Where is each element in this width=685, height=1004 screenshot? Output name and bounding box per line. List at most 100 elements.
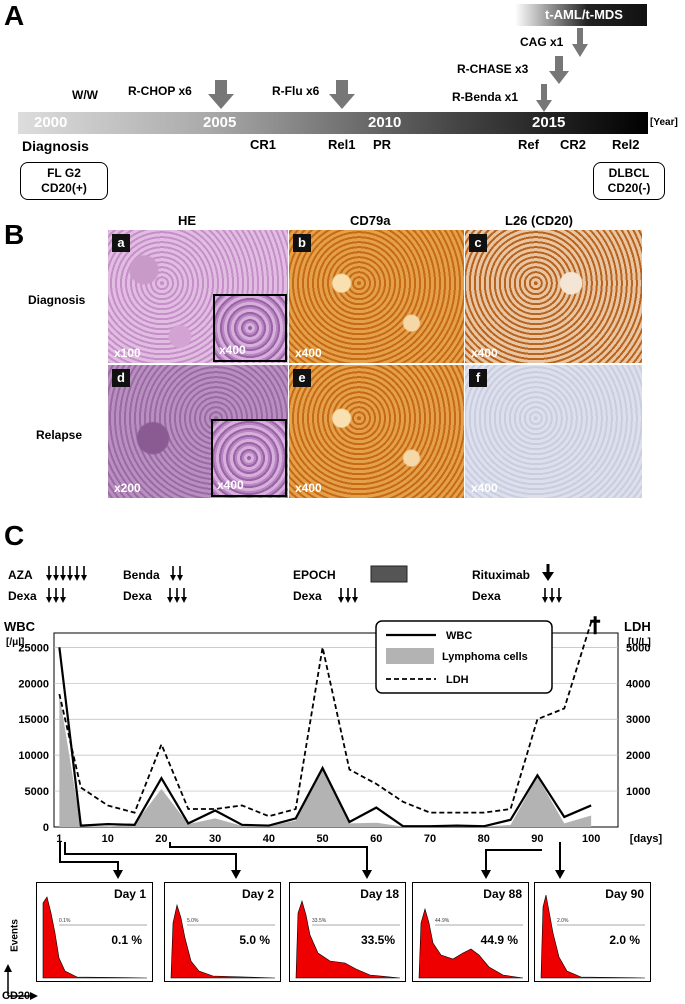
event-cr2: CR2: [560, 137, 587, 152]
x-tick-label: 10: [102, 833, 114, 845]
ww-label: W/W: [72, 88, 98, 102]
y-right-axis-unit: [U/L]: [628, 637, 651, 648]
legend-lymphoma-swatch: [386, 648, 434, 664]
flow-gate-label: 0.1%: [59, 918, 71, 924]
row-relapse: Relapse: [36, 428, 83, 442]
flow-histogram: [418, 907, 524, 979]
col-he: HE: [178, 213, 197, 228]
dexa-arrows-4: [541, 587, 563, 604]
micrograph-letter: a: [112, 234, 130, 252]
micrograph-letter: c: [469, 234, 487, 252]
panel-c-letter: C: [4, 520, 25, 551]
dexa-arrows-2: [166, 587, 188, 604]
flow-histogram: [42, 896, 148, 979]
flow-percent: 33.5%: [360, 933, 395, 947]
epoch-block: [370, 565, 408, 583]
drug-dexa-4: Dexa: [472, 589, 501, 603]
event-rel2: Rel2: [612, 137, 640, 152]
legend-box: [375, 620, 553, 694]
t-aml-banner: [515, 4, 647, 26]
micrograph-f: f x400: [465, 365, 642, 498]
y-left-tick-label: 10000: [18, 750, 49, 762]
event-ref: Ref: [518, 137, 539, 152]
drug-dexa-1: Dexa: [8, 589, 37, 603]
y-right-tick-label: 5000: [626, 642, 650, 654]
wbc-ldh-chart: 1 10 20 30 40 50 60 70 80 90 100 [days] 0 5000 10000 15…: [4, 616, 663, 845]
flow-y-axis-label: Events: [9, 919, 21, 952]
flow-gate-label: 2.0%: [557, 918, 569, 924]
rchase-label: R-CHASE x3: [457, 62, 529, 76]
micrograph-letter: b: [293, 234, 311, 252]
row-diagnosis: Diagnosis: [28, 293, 86, 307]
y-left-tick-label: 15000: [18, 714, 49, 726]
flow-day: Day 88: [483, 887, 522, 901]
cag-label: CAG x1: [520, 35, 564, 49]
y-left-tick-label: 20000: [18, 678, 49, 690]
event-pr: PR: [373, 137, 392, 152]
micrograph-letter: d: [112, 369, 130, 387]
flow-x-axis-label: CD20: [2, 990, 31, 1002]
fl-box-line2: CD20(+): [41, 181, 87, 195]
year-2005: 2005: [203, 114, 237, 131]
x-tick-label: 70: [424, 833, 436, 845]
x-tick-label: 100: [582, 833, 600, 845]
fl-box-line1: FL G2: [47, 166, 81, 180]
cag-arrow: [572, 28, 588, 57]
micrograph-inset: x400: [213, 294, 287, 362]
micrograph-letter: e: [293, 369, 311, 387]
year-2000: 2000: [34, 114, 68, 131]
event-diagnosis: Diagnosis: [22, 138, 89, 154]
micrograph-d: d x200 x400: [108, 365, 288, 498]
col-l26: L26 (CD20): [505, 213, 573, 228]
x-tick-label: 60: [370, 833, 382, 845]
rchop-label: R-CHOP x6: [128, 84, 192, 98]
x-tick-label: 50: [316, 833, 328, 845]
magnification: x200: [114, 481, 141, 495]
y-left-tick-label: 25000: [18, 642, 49, 654]
event-cr1: CR1: [250, 137, 277, 152]
micrograph-b: b x400: [289, 230, 464, 363]
drug-aza: AZA: [8, 568, 33, 582]
dosing-arrows: [45, 564, 563, 604]
y-right-tick-label: 3000: [626, 714, 650, 726]
y-right-tick-label: 1000: [626, 786, 650, 798]
flow-gate-label: 5.0%: [187, 918, 199, 924]
event-rel1: Rel1: [328, 137, 356, 152]
x-tick-label: 90: [531, 833, 543, 845]
micrograph-a: a x100 x400: [108, 230, 288, 363]
series-lymphoma-cells-area: [59, 694, 592, 827]
flow-axes-arrows: [4, 964, 38, 1000]
series-wbc-line: [58, 647, 592, 828]
year-unit: [Year]: [650, 117, 678, 128]
legend-ldh-label: LDH: [446, 674, 469, 686]
y-left-tick-label: 0: [43, 822, 49, 834]
micrograph-letter: f: [469, 369, 487, 387]
flow-percent: 2.0 %: [609, 933, 640, 947]
drug-dexa-2: Dexa: [123, 589, 152, 603]
rflu-label: R-Flu x6: [272, 84, 320, 98]
flow-day: Day 90: [605, 887, 644, 901]
magnification: x400: [295, 481, 322, 495]
x-tick-label: 1: [56, 833, 62, 845]
flow-percent: 44.9 %: [480, 933, 518, 947]
x-axis-label: [days]: [630, 833, 663, 845]
y-right-axis-label: LDH: [624, 619, 651, 634]
flow-gate-label: 33.5%: [312, 918, 327, 924]
year-2015: 2015: [532, 114, 566, 131]
fl-box: FL G2 CD20(+): [20, 162, 108, 200]
rbenda-label: R-Benda x1: [452, 90, 519, 104]
magnification: x400: [471, 346, 498, 360]
rflu-arrow: [329, 80, 355, 109]
y-left-axis-label: WBC: [4, 619, 36, 634]
drug-epoch: EPOCH: [293, 568, 336, 582]
aza-arrows: [45, 565, 88, 582]
magnification: x100: [114, 346, 141, 360]
magnification: x400: [295, 346, 322, 360]
y-left-tick-label: 5000: [25, 786, 49, 798]
t-aml-label: t-AML/t-MDS: [545, 7, 623, 22]
dexa-arrows-1: [45, 587, 67, 604]
flow-day: Day 2: [241, 887, 274, 901]
rchase-arrow: [549, 56, 569, 84]
x-tick-label: 20: [155, 833, 167, 845]
timeline-bar: [18, 112, 648, 134]
